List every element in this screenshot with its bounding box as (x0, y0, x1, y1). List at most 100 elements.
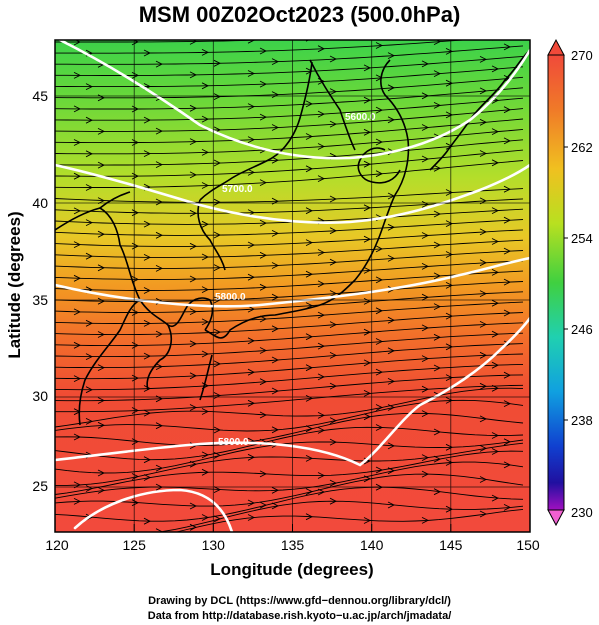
wind-arrow (271, 229, 280, 237)
wind-arrow (503, 247, 512, 255)
wind-arrow (317, 472, 326, 479)
streamline (55, 108, 524, 132)
wind-arrow (201, 350, 210, 358)
wind-arrow (375, 42, 384, 49)
wind-arrow (363, 128, 372, 136)
wind-arrow (433, 101, 442, 109)
wind-arrow (201, 48, 210, 56)
wind-arrow (73, 105, 82, 113)
wind-arrow (73, 207, 82, 215)
wind-arrow (387, 223, 396, 231)
wind-arrow (363, 359, 372, 367)
wind-arrow (375, 368, 384, 376)
wind-arrow (433, 455, 442, 463)
wind-arrow (503, 106, 512, 114)
wind-arrow (433, 428, 442, 436)
wind-arrow (375, 170, 384, 178)
wind-arrow (305, 100, 314, 108)
wind-arrow (305, 364, 314, 372)
y-tick-label: 45 (32, 88, 48, 104)
wind-arrow (259, 113, 268, 121)
wind-arrow (387, 442, 396, 450)
wind-arrow (317, 373, 326, 381)
wind-arrow (363, 64, 372, 72)
wind-arrow (305, 454, 314, 462)
wind-arrow (445, 189, 454, 196)
wind-arrow (329, 55, 338, 63)
wind-arrow (421, 232, 430, 239)
wind-arrow (479, 228, 488, 236)
wind-arrow (329, 195, 338, 203)
wind-arrow (445, 443, 454, 451)
wind-arrow (201, 82, 210, 90)
wind-arrow (271, 58, 280, 66)
wind-arrow (189, 209, 198, 217)
streamline (174, 508, 524, 532)
wind-arrow (363, 475, 372, 483)
wind-arrow (479, 87, 488, 95)
streamline (55, 312, 524, 336)
wind-arrow (143, 253, 152, 261)
wind-arrow (155, 330, 164, 338)
y-tick-label: 25 (32, 478, 48, 494)
wind-arrow (445, 343, 454, 351)
wind-arrow (317, 280, 326, 288)
wind-arrow (491, 432, 500, 439)
wind-arrow (479, 259, 488, 267)
wind-arrow (479, 150, 488, 157)
wind-arrow (317, 45, 326, 53)
streamline (55, 260, 524, 280)
wind-arrow (155, 198, 164, 206)
contour-label: 5700.0 (222, 184, 253, 195)
wind-arrow (433, 210, 442, 218)
wind-arrow (363, 389, 372, 397)
wind-arrow (491, 448, 500, 455)
wind-arrow (329, 120, 338, 128)
wind-arrow (421, 200, 430, 208)
wind-arrow (421, 410, 430, 418)
wind-arrow (433, 364, 442, 372)
wind-arrow (329, 227, 338, 235)
streamline (55, 353, 524, 380)
streamline (55, 250, 524, 269)
wind-arrow (201, 286, 210, 294)
wind-arrow (479, 415, 488, 423)
wind-arrow (445, 111, 454, 119)
wind-arrow (387, 52, 396, 60)
wind-arrow (201, 115, 210, 123)
wind-arrow (189, 372, 198, 380)
wind-arrow (387, 84, 396, 92)
wind-arrow (259, 219, 268, 227)
wind-arrow (479, 444, 488, 452)
wind-arrow (271, 502, 280, 510)
wind-arrow (189, 40, 198, 45)
wind-arrow (271, 91, 280, 99)
wind-arrow (317, 311, 326, 319)
x-tick-label: 145 (439, 537, 463, 553)
wind-arrow (271, 486, 280, 494)
wind-arrow (445, 142, 454, 150)
wind-arrow (445, 251, 454, 258)
wind-arrow (445, 459, 454, 466)
wind-arrow (73, 433, 82, 441)
wind-arrow (317, 342, 326, 350)
wind-arrow (201, 318, 210, 326)
wind-arrow (259, 47, 268, 55)
streamline (55, 384, 524, 413)
wind-arrow (305, 270, 314, 278)
wind-arrow (247, 273, 256, 281)
wind-arrow (155, 60, 164, 68)
wind-arrow (503, 438, 512, 446)
wind-arrow (363, 204, 372, 212)
wind-arrow (213, 328, 222, 336)
y-axis-label: Latitude (degrees) (5, 211, 24, 358)
wind-arrow (271, 325, 280, 333)
wind-arrow (445, 79, 454, 87)
colorbar-tick-label: 254 (571, 231, 593, 246)
wind-arrow (259, 251, 268, 259)
wind-arrow (143, 220, 152, 228)
streamline (55, 363, 524, 391)
wind-arrow (97, 264, 106, 272)
wind-arrow (387, 316, 396, 324)
